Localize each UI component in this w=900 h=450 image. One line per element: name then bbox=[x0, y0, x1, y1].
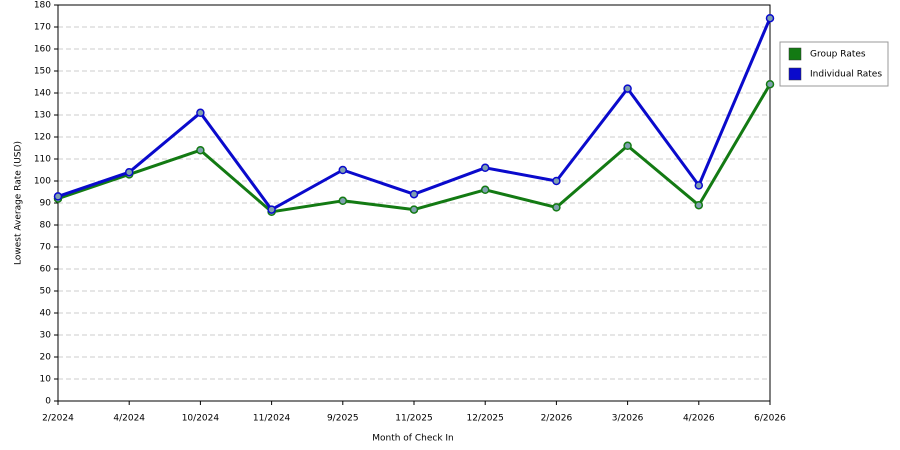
data-point bbox=[196, 108, 205, 118]
y-tick-label: 80 bbox=[40, 221, 52, 231]
x-tick-label: 12/2025 bbox=[467, 414, 504, 424]
data-point bbox=[480, 185, 490, 195]
x-tick-label: 10/2024 bbox=[182, 414, 220, 424]
data-point bbox=[196, 145, 205, 155]
y-tick-label: 110 bbox=[34, 155, 51, 165]
y-tick-label: 10 bbox=[40, 375, 52, 385]
data-point bbox=[623, 141, 632, 151]
x-tick-label: 4/2026 bbox=[683, 414, 715, 424]
data-point bbox=[409, 205, 419, 214]
x-tick-label: 2/2026 bbox=[541, 414, 573, 424]
legend-swatch bbox=[788, 47, 802, 61]
y-tick-label: 150 bbox=[34, 67, 51, 77]
data-point bbox=[338, 165, 348, 175]
x-tick-label: 2/2024 bbox=[42, 414, 74, 424]
data-point bbox=[267, 205, 276, 214]
x-axis-label: Month of Check In bbox=[372, 434, 454, 444]
y-tick-label: 100 bbox=[34, 177, 51, 187]
y-tick-label: 90 bbox=[40, 199, 52, 209]
y-tick-label: 50 bbox=[40, 287, 52, 297]
data-point bbox=[53, 192, 63, 201]
y-tick-label: 0 bbox=[45, 397, 51, 407]
data-point bbox=[694, 181, 704, 190]
x-tick-label: 11/2025 bbox=[395, 414, 432, 424]
data-point bbox=[409, 189, 419, 199]
y-tick-label: 60 bbox=[40, 265, 52, 275]
y-tick-label: 140 bbox=[34, 89, 51, 99]
data-point bbox=[623, 84, 632, 93]
data-point bbox=[765, 79, 775, 89]
data-point bbox=[480, 163, 490, 173]
data-point bbox=[552, 203, 561, 212]
legend-label: Group Rates bbox=[810, 50, 866, 60]
y-tick-label: 40 bbox=[40, 309, 52, 319]
x-tick-label: 11/2024 bbox=[253, 414, 291, 424]
y-tick-label: 170 bbox=[34, 23, 51, 33]
legend-swatch bbox=[788, 67, 802, 81]
x-tick-label: 6/2026 bbox=[754, 414, 786, 424]
data-point bbox=[124, 167, 134, 177]
data-point bbox=[694, 200, 704, 210]
y-tick-label: 130 bbox=[34, 111, 51, 121]
y-tick-label: 120 bbox=[34, 133, 51, 143]
y-tick-label: 180 bbox=[34, 1, 51, 11]
y-tick-label: 30 bbox=[40, 331, 52, 341]
legend-label: Individual Rates bbox=[810, 70, 882, 80]
y-tick-label: 160 bbox=[34, 45, 51, 55]
y-tick-label: 70 bbox=[40, 243, 52, 253]
y-axis-label: Lowest Average Rate (USD) bbox=[14, 141, 24, 265]
x-tick-label: 4/2024 bbox=[113, 414, 145, 424]
data-point bbox=[552, 176, 561, 186]
x-tick-label: 3/2026 bbox=[612, 414, 644, 424]
data-point bbox=[338, 196, 348, 206]
data-point bbox=[765, 13, 775, 23]
x-tick-label: 9/2025 bbox=[327, 414, 359, 424]
legend: Group Rates Individual Rates bbox=[779, 41, 889, 87]
y-tick-label: 20 bbox=[40, 353, 52, 363]
